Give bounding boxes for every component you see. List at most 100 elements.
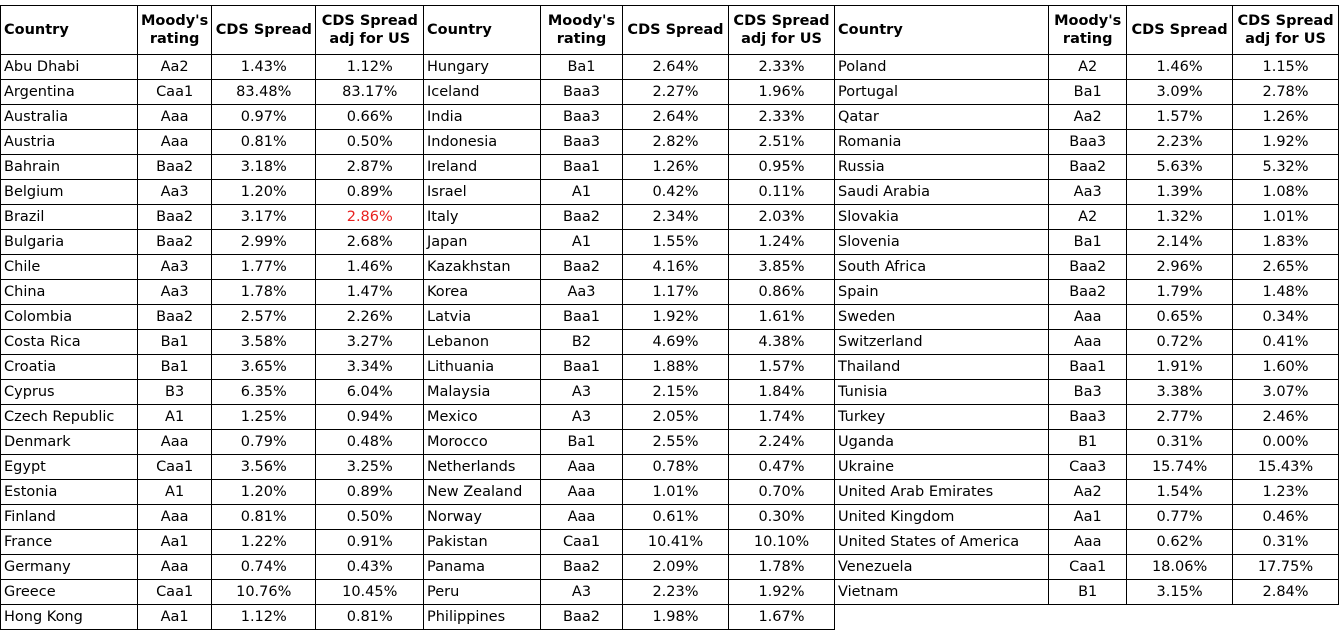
cds-adj-cell: 0.00% [1232,429,1339,455]
cds-adj-cell: 2.24% [728,429,835,455]
country-cell: Japan [423,229,541,255]
rating-cell: A1 [136,404,213,430]
country-cell: Argentina [0,79,138,105]
cds-spread-cell: 4.69% [622,329,729,355]
cds-spread-cell: 1.98% [622,604,729,630]
table-row: Malaysia A3 2.15% 1.84% [423,379,835,405]
table-row: Greece Caa1 10.76% 10.45% [0,579,425,605]
country-cell: Turkey [833,404,1050,430]
table-row: Austria Aaa 0.81% 0.50% [0,129,425,155]
table-row: Sweden Aaa 0.65% 0.34% [833,304,1339,330]
cds-spread-cell: 83.48% [211,79,317,105]
country-cell: Philippines [423,604,541,630]
cds-spread-cell: 0.61% [622,504,729,530]
cds-adj-cell: 0.34% [1232,304,1339,330]
cds-spread-cell: 2.27% [622,79,729,105]
rating-cell: Aaa [1048,329,1128,355]
cds-adj-cell: 1.92% [728,579,835,605]
cds-spread-cell: 2.23% [622,579,729,605]
cds-spread-cell: 1.88% [622,354,729,380]
table-row: United Kingdom Aa1 0.77% 0.46% [833,504,1339,530]
cds-adj-cell: 1.78% [728,554,835,580]
country-cell: Peru [423,579,541,605]
country-cell: Lithuania [423,354,541,380]
rating-cell: Baa1 [540,304,623,330]
cds-adj-cell: 2.86% [315,204,425,230]
cds-adj-cell: 0.50% [315,504,425,530]
cds-spread-cell: 2.64% [622,104,729,130]
cds-spread-cell: 1.20% [211,179,317,205]
rating-cell: Aa3 [136,279,213,305]
header-row: Country Moody's rating CDS Spread CDS Spr… [833,5,1339,55]
country-cell: Hong Kong [0,604,138,630]
rating-cell: Aa2 [1048,479,1128,505]
table-row: Croatia Ba1 3.65% 3.34% [0,354,425,380]
cds-adj-cell: 2.46% [1232,404,1339,430]
country-cell: China [0,279,138,305]
cds-adj-cell: 2.87% [315,154,425,180]
table-row: Italy Baa2 2.34% 2.03% [423,204,835,230]
cds-adj-cell: 1.74% [728,404,835,430]
country-cell: Latvia [423,304,541,330]
country-cell: Denmark [0,429,138,455]
country-cell: Morocco [423,429,541,455]
cds-adj-cell: 0.95% [728,154,835,180]
table-row: Denmark Aaa 0.79% 0.48% [0,429,425,455]
country-cell: Kazakhstan [423,254,541,280]
table-row: Lithuania Baa1 1.88% 1.57% [423,354,835,380]
rating-cell: Baa2 [136,229,213,255]
table-row: Saudi Arabia Aa3 1.39% 1.08% [833,179,1339,205]
cds-adj-cell: 3.27% [315,329,425,355]
country-cell: Uganda [833,429,1050,455]
rating-cell: Ba1 [540,54,623,80]
cds-spread-cell: 2.15% [622,379,729,405]
table-row [834,604,1339,629]
cds-adj-cell: 6.04% [315,379,425,405]
rating-cell: Caa3 [1048,454,1128,480]
cds-spread-cell: 3.18% [211,154,317,180]
cds-spread-cell: 1.17% [622,279,729,305]
rating-cell: Baa2 [1048,154,1128,180]
country-cell: Saudi Arabia [833,179,1050,205]
cds-spread-cell: 1.32% [1126,204,1234,230]
cds-spread-cell: 3.15% [1126,579,1234,605]
cds-adj-cell: 0.31% [1232,529,1339,555]
cds-adj-cell: 1.26% [1232,104,1339,130]
rating-cell: Caa1 [136,454,213,480]
cds-adj-cell: 4.38% [728,329,835,355]
table-row: Cyprus B3 6.35% 6.04% [0,379,425,405]
table-row: Chile Aa3 1.77% 1.46% [0,254,425,280]
table-row: Bulgaria Baa2 2.99% 2.68% [0,229,425,255]
rating-cell: A2 [1048,204,1128,230]
cds-adj-cell: 0.48% [315,429,425,455]
table-row: Indonesia Baa3 2.82% 2.51% [423,129,835,155]
country-cell: Bulgaria [0,229,138,255]
cds-adj-cell: 1.15% [1232,54,1339,80]
country-cell: Venezuela [833,554,1050,580]
cds-spread-cell: 1.22% [211,529,317,555]
country-cell: Portugal [833,79,1050,105]
table-row: Czech Republic A1 1.25% 0.94% [0,404,425,430]
cds-adj-cell: 1.96% [728,79,835,105]
cds-adj-cell: 1.23% [1232,479,1339,505]
cds-spread-cell: 10.76% [211,579,317,605]
cds-spread-cell: 1.26% [622,154,729,180]
table-row: United States of America Aaa 0.62% 0.31% [833,529,1339,555]
table-row: Estonia A1 1.20% 0.89% [0,479,425,505]
cds-adj-cell: 5.32% [1232,154,1339,180]
cds-adj-cell: 2.26% [315,304,425,330]
cds-spread-cell: 1.54% [1126,479,1234,505]
table-row: Peru A3 2.23% 1.92% [423,579,835,605]
table-row: Brazil Baa2 3.17% 2.86% [0,204,425,230]
cds-spread-cell: 1.78% [211,279,317,305]
rating-cell: Ba1 [136,354,213,380]
rating-cell: Baa3 [540,129,623,155]
cds-adj-cell: 0.41% [1232,329,1339,355]
cds-spread-cell: 1.77% [211,254,317,280]
cds-adj-cell: 15.43% [1232,454,1339,480]
header-row: Country Moody's rating CDS Spread CDS Spr… [0,5,425,55]
table-row: Egypt Caa1 3.56% 3.25% [0,454,425,480]
rating-cell: Aaa [540,454,623,480]
table-row: Mexico A3 2.05% 1.74% [423,404,835,430]
